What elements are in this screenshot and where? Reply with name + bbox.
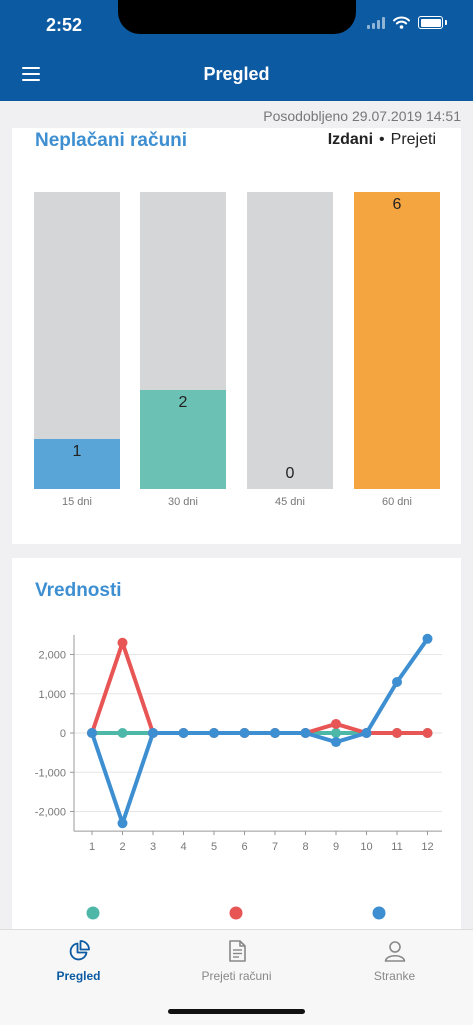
series-3-point (270, 728, 280, 738)
cellular-signal-icon (367, 16, 385, 29)
series-2-point (331, 718, 341, 729)
x-tick-label: 10 (360, 841, 372, 853)
x-tick-label: 7 (272, 841, 278, 853)
pie-chart-icon (69, 940, 90, 961)
wifi-icon (393, 16, 410, 29)
x-tick-label: 6 (241, 841, 247, 853)
tab-received[interactable]: Prejeti (390, 131, 436, 148)
bar-value: 1 (72, 443, 82, 460)
tab-overview-label: Pregled (56, 969, 101, 983)
x-tick-label: 4 (180, 841, 186, 853)
bar-column-3: 0 (247, 192, 333, 489)
device-notch (118, 0, 356, 34)
menu-button[interactable] (22, 67, 40, 81)
bar-label: 30 dni (168, 496, 198, 508)
series-3-point (178, 728, 189, 738)
x-tick-label: 8 (302, 841, 308, 853)
series-3-point (239, 728, 250, 738)
values-card: Vrednosti 2,000 1,000 0 -1,000 -2,000 1 2 3 4 5 6 7… (12, 558, 461, 938)
last-updated-label: Posodobljeno (263, 108, 349, 124)
document-icon (228, 940, 246, 962)
app-header: 2:52 Pregled (0, 0, 473, 101)
series-3-point (422, 633, 433, 644)
x-tick-label: 2 (119, 841, 125, 853)
legend-dot-2 (229, 906, 243, 920)
invoice-type-tabs: Izdani • Prejeti (328, 131, 436, 149)
bar-column-1: 1 (34, 192, 120, 489)
tab-received-invoices[interactable]: Prejeti računi (158, 930, 315, 983)
y-tick-label: 2,000 (38, 650, 66, 662)
series-1-point (331, 728, 341, 738)
series-line-2 (90, 640, 430, 735)
series-3-point (331, 737, 341, 748)
series-3-point (117, 818, 128, 829)
tab-issued[interactable]: Izdani (327, 131, 374, 148)
tab-customers-label: Stranke (373, 969, 416, 983)
series-3-point (87, 728, 97, 738)
tab-separator: • (379, 131, 385, 148)
last-updated-datetime: 29.07.2019 14:51 (352, 108, 461, 124)
series-2-point (117, 637, 128, 648)
series-1-point (117, 728, 128, 738)
bar-fill (140, 390, 226, 489)
series-2-point (422, 728, 433, 738)
legend-dot-3 (372, 906, 386, 920)
bar-value: 6 (392, 196, 402, 213)
bar-column-2: 2 (140, 192, 226, 489)
series-3-point (392, 676, 402, 687)
x-tick-label: 12 (421, 841, 433, 853)
bar-value: 0 (285, 465, 295, 482)
tab-customers[interactable]: Stranke (316, 930, 473, 983)
tab-overview[interactable]: Pregled (0, 930, 157, 983)
page-title: Pregled (203, 64, 270, 84)
y-tick-label: -2,000 (35, 807, 66, 819)
x-tick-label: 3 (150, 841, 156, 853)
series-2-point (392, 728, 402, 738)
series-3-point (300, 728, 311, 738)
bar-value: 2 (178, 394, 188, 411)
x-tick-label: 11 (391, 841, 402, 853)
unpaid-invoices-title: Neplačani računi (35, 130, 188, 151)
series-3-point (148, 728, 158, 738)
bar-label: 45 dni (275, 496, 305, 508)
y-tick-label: -1,000 (35, 767, 66, 779)
status-time: 2:52 (46, 15, 83, 35)
status-icons (367, 16, 447, 29)
bar-fill (34, 439, 120, 489)
series-3-point (361, 728, 372, 738)
values-title: Vrednosti (35, 580, 122, 601)
x-tick-label: 1 (89, 841, 95, 853)
x-tick-label: 5 (211, 841, 217, 853)
last-updated: Posodobljeno 29.07.2019 14:51 (263, 108, 461, 124)
bar-label: 15 dni (62, 496, 92, 508)
x-tick-label: 9 (333, 841, 339, 853)
battery-tip (445, 20, 447, 25)
tab-received-invoices-label: Prejeti računi (201, 969, 272, 983)
legend-dot-1 (86, 906, 100, 920)
unpaid-invoices-card: Neplačani računi Izdani • Prejeti 1 15 dni 2… (12, 128, 461, 544)
home-indicator (168, 1009, 305, 1014)
series-3-point (209, 728, 219, 738)
user-icon (384, 941, 405, 962)
bar-column-4: 6 (354, 192, 440, 489)
bar-label: 60 dni (382, 496, 412, 508)
battery-icon (418, 16, 443, 29)
y-tick-label: 1,000 (38, 689, 66, 701)
y-tick-label: 0 (60, 728, 66, 740)
bar-fill (354, 192, 440, 489)
series-line-3 (90, 636, 430, 826)
